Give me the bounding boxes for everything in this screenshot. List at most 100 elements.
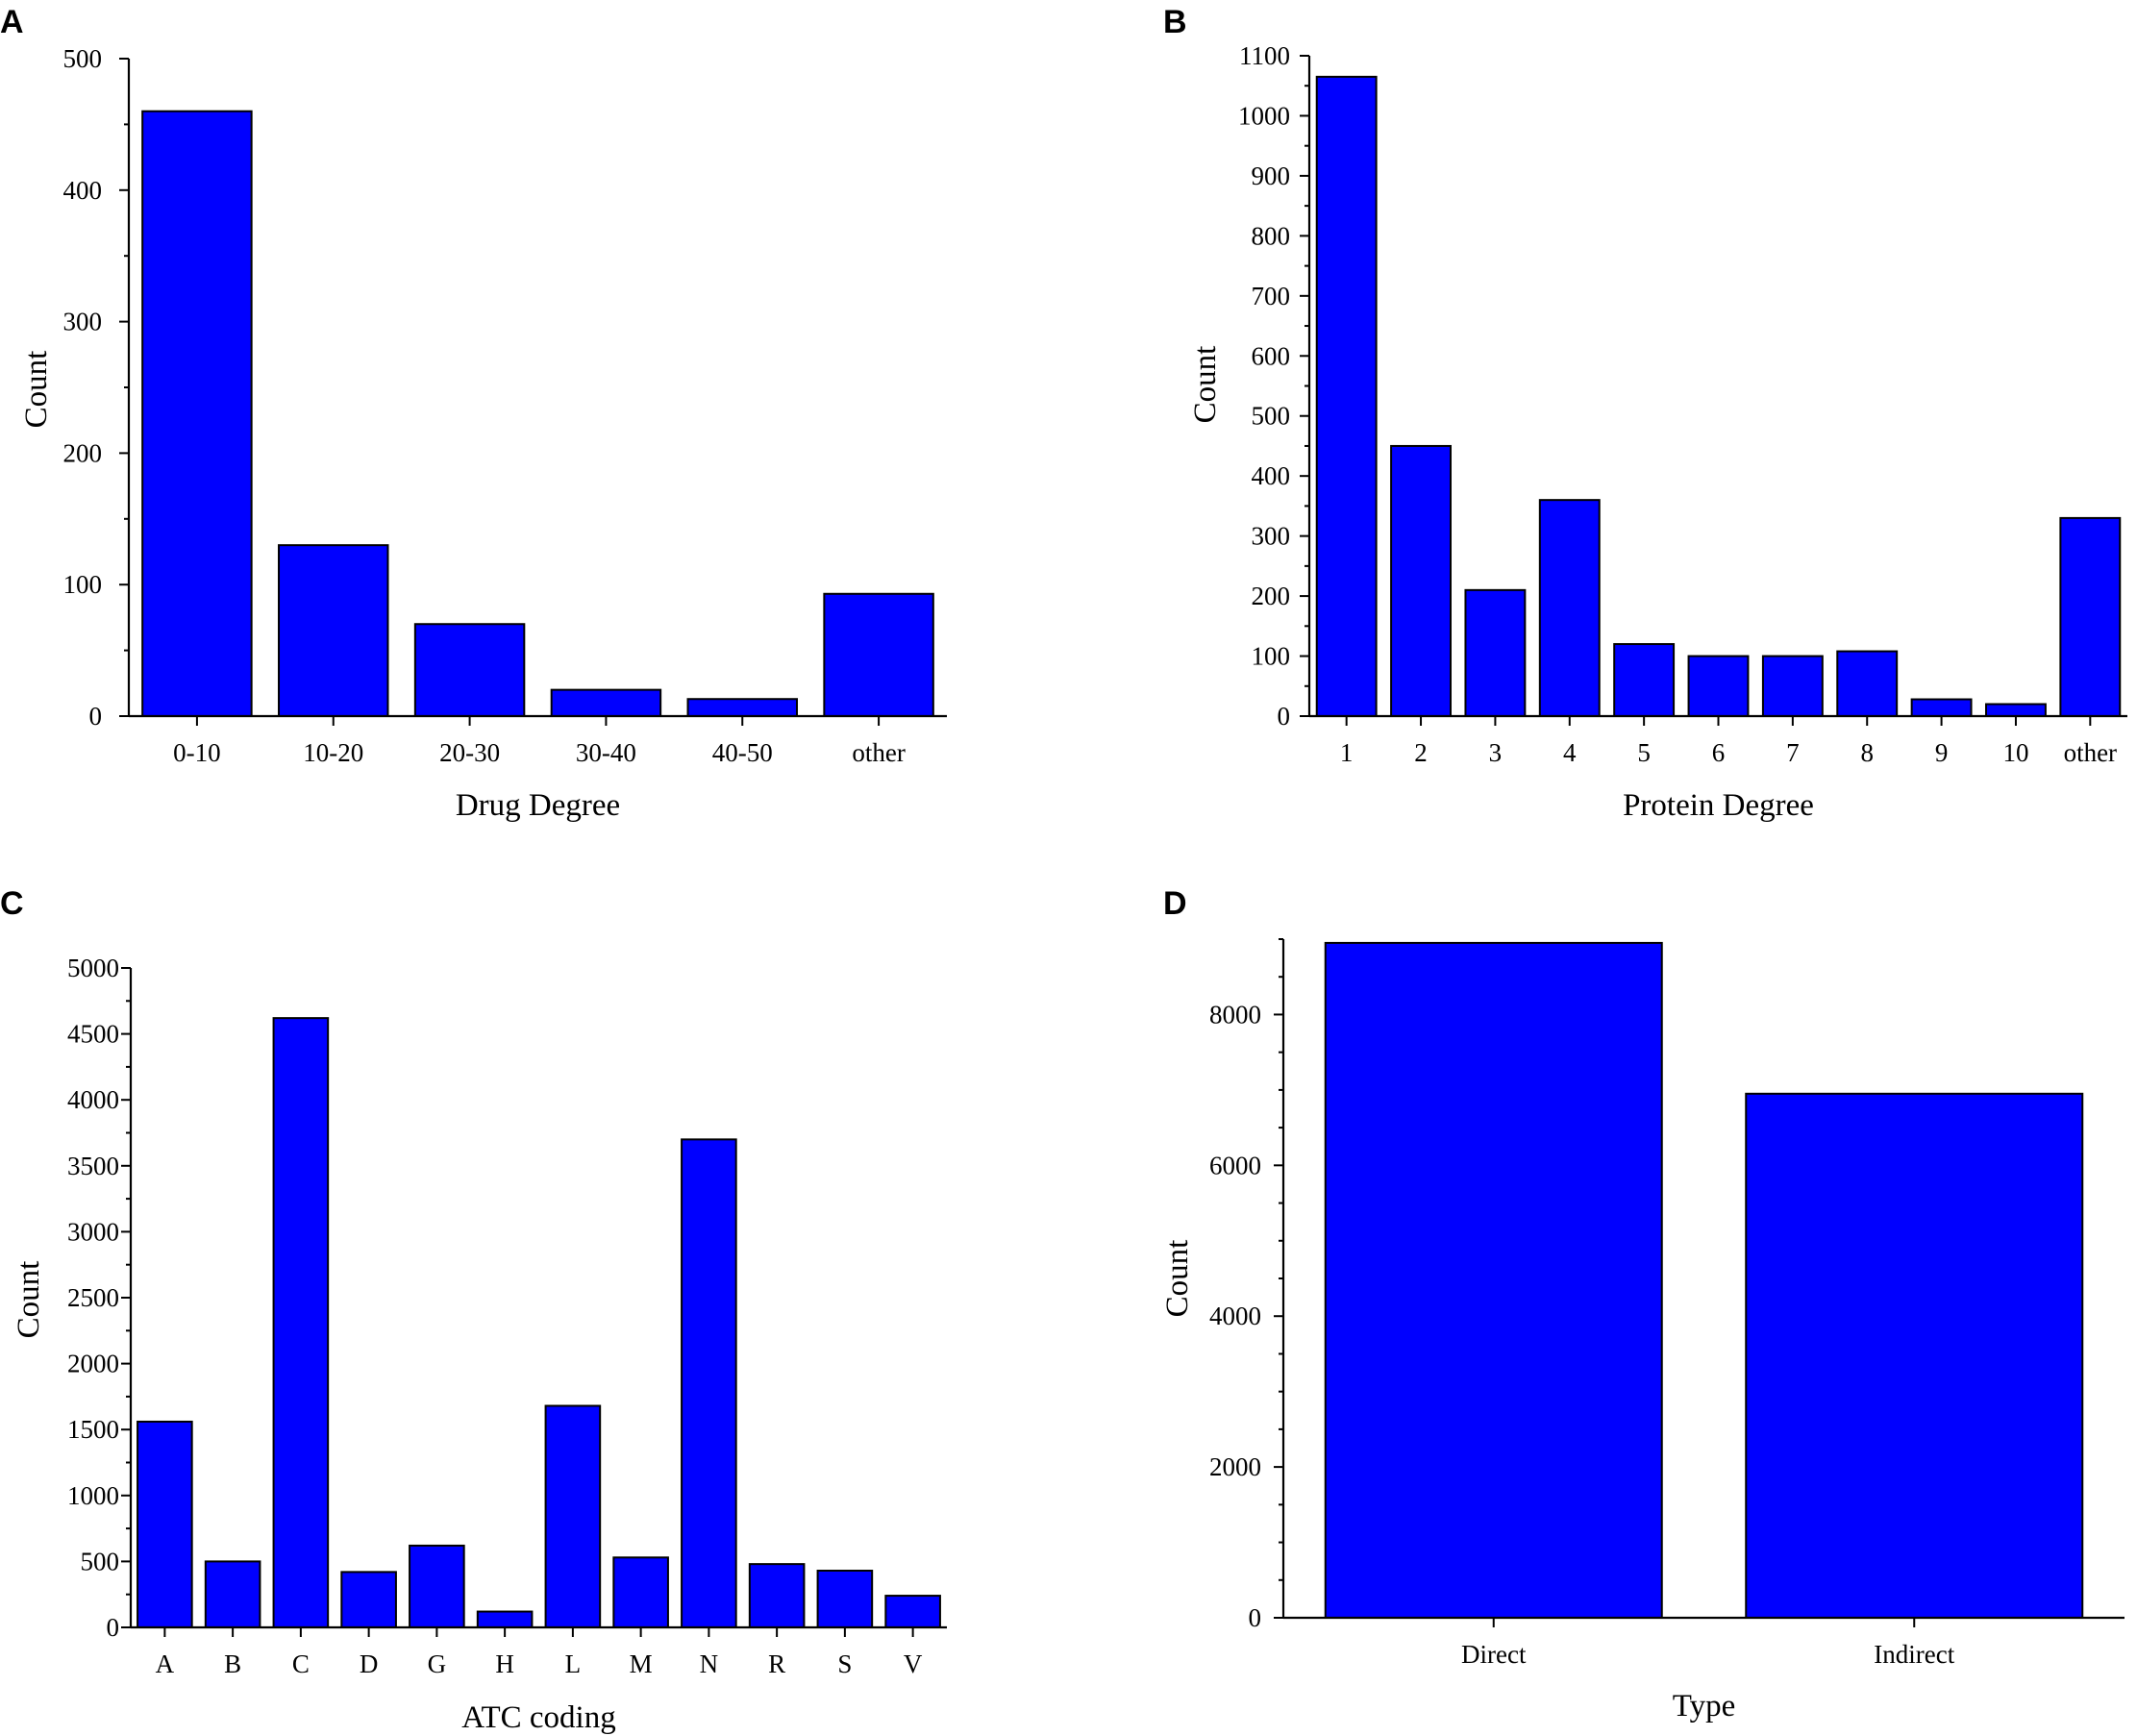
bar-30-40 — [550, 688, 662, 718]
chart-panel-b: B 0 100 200 300 400 500 600 700 800 900 1000 1100 1 2 3… — [1163, 4, 2127, 823]
bar-40-50 — [686, 698, 798, 717]
chart-panel-a: A 0 100 200 300 400 500 0-10 10-20 20-30 30-40 40-5… — [0, 4, 947, 823]
y-tick-label: 1000 — [67, 1481, 119, 1510]
x-tick-label: N — [700, 1649, 719, 1678]
bar-6 — [1687, 655, 1750, 717]
y-tick-label: 100 — [63, 570, 103, 599]
y-tick-label: 4000 — [67, 1085, 119, 1114]
bar-d — [340, 1571, 397, 1629]
bar-r — [748, 1563, 806, 1629]
y-tick-label: 700 — [1252, 282, 1291, 310]
panel-letter: A — [0, 4, 24, 40]
bar-c — [272, 1017, 330, 1628]
y-tick-label: 400 — [63, 176, 103, 205]
bar-n — [681, 1138, 737, 1628]
y-axis-title: Count — [12, 1261, 46, 1339]
y-tick-label: 1500 — [67, 1415, 119, 1444]
y-tick-label: 4500 — [67, 1020, 119, 1049]
y-tick-label: 0 — [107, 1613, 120, 1642]
x-tick-label: 10-20 — [303, 738, 363, 767]
bar-s — [816, 1570, 874, 1628]
bar-10-20 — [278, 544, 389, 717]
x-tick-label: 9 — [1935, 738, 1949, 767]
y-axis-title: Count — [19, 351, 54, 429]
x-tick-label: 4 — [1563, 738, 1577, 767]
y-tick-label: 500 — [1252, 402, 1291, 431]
bar-l — [544, 1404, 602, 1628]
x-tick-label: 7 — [1786, 738, 1800, 767]
y-tick-label: 8000 — [1209, 1000, 1261, 1029]
x-tick-label: S — [837, 1649, 852, 1678]
bar-7 — [1761, 655, 1824, 717]
bar-3 — [1464, 588, 1527, 717]
bar-0-10 — [141, 110, 253, 718]
y-tick-label: 0 — [1249, 1603, 1262, 1632]
y-tick-label: 4000 — [1209, 1302, 1261, 1330]
y-tick-label: 400 — [1252, 461, 1291, 490]
x-tick-label: 5 — [1637, 738, 1651, 767]
y-tick-label: 6000 — [1209, 1151, 1261, 1179]
bar-9 — [1910, 698, 1973, 718]
y-tick-label: 200 — [63, 438, 103, 467]
chart-panel-d: D 0 2000 4000 6000 8000 Direct Indirect Type Coun… — [1160, 885, 2125, 1724]
y-axis-title: Count — [1188, 346, 1223, 424]
x-tick-label: H — [495, 1649, 514, 1678]
x-tick-label: B — [224, 1649, 241, 1678]
x-tick-label: V — [904, 1649, 923, 1678]
x-tick-label: other — [2064, 738, 2117, 767]
x-tick-label: L — [565, 1649, 582, 1678]
bar-10 — [1985, 703, 2047, 718]
y-tick-label: 100 — [1252, 642, 1291, 671]
bar-m — [612, 1556, 669, 1629]
y-tick-label: 0 — [89, 702, 103, 731]
y-tick-label: 200 — [1252, 582, 1291, 610]
x-axis-title: Protein Degree — [1623, 788, 1814, 823]
y-tick-label: 2000 — [67, 1350, 119, 1378]
y-tick-label: 3500 — [67, 1152, 119, 1180]
x-axis-title: ATC coding — [461, 1700, 615, 1735]
panel-letter: B — [1163, 4, 1187, 40]
y-tick-label: 1100 — [1239, 41, 1290, 70]
x-tick-label: C — [292, 1649, 310, 1678]
bar-5 — [1613, 643, 1676, 717]
x-tick-label: Direct — [1461, 1640, 1527, 1669]
y-tick-label: 300 — [1252, 522, 1291, 551]
x-tick-label: 8 — [1860, 738, 1874, 767]
bar-4 — [1538, 499, 1601, 717]
bar-direct — [1324, 941, 1663, 1619]
y-tick-label: 3000 — [67, 1217, 119, 1246]
y-tick-label: 5000 — [67, 954, 119, 982]
bar-h — [476, 1610, 534, 1629]
bar-indirect — [1745, 1092, 2084, 1620]
x-tick-label: 10 — [2002, 738, 2028, 767]
y-tick-label: 500 — [63, 44, 103, 73]
y-tick-label: 2500 — [67, 1283, 119, 1312]
bar-20-30 — [413, 623, 526, 717]
x-tick-label: 40-50 — [712, 738, 773, 767]
chart-panel-c: C 0 500 1000 1500 2000 2500 3000 3500 4000 4500 500… — [0, 885, 947, 1735]
y-axis-title: Count — [1160, 1240, 1195, 1318]
y-tick-label: 800 — [1252, 221, 1291, 250]
x-tick-label: 30-40 — [576, 738, 636, 767]
y-tick-label: 500 — [81, 1547, 120, 1575]
x-tick-label: 0-10 — [173, 738, 221, 767]
x-tick-label: 2 — [1414, 738, 1428, 767]
x-axis-title: Drug Degree — [456, 788, 620, 823]
x-tick-label: G — [428, 1649, 447, 1678]
x-tick-label: 3 — [1489, 738, 1503, 767]
bar-8 — [1836, 650, 1899, 717]
panel-letter: C — [0, 885, 24, 922]
x-tick-label: 6 — [1712, 738, 1726, 767]
bar-other — [2059, 516, 2122, 718]
x-tick-label: A — [156, 1649, 175, 1678]
bar-a — [137, 1420, 193, 1628]
bar-v — [884, 1595, 941, 1628]
x-tick-label: 20-30 — [439, 738, 500, 767]
y-tick-label: 0 — [1278, 702, 1291, 731]
x-tick-label: D — [360, 1649, 379, 1678]
x-tick-label: other — [852, 738, 905, 767]
x-tick-label: Indirect — [1874, 1640, 1954, 1669]
y-tick-label: 600 — [1252, 341, 1291, 370]
bar-2 — [1390, 444, 1452, 717]
